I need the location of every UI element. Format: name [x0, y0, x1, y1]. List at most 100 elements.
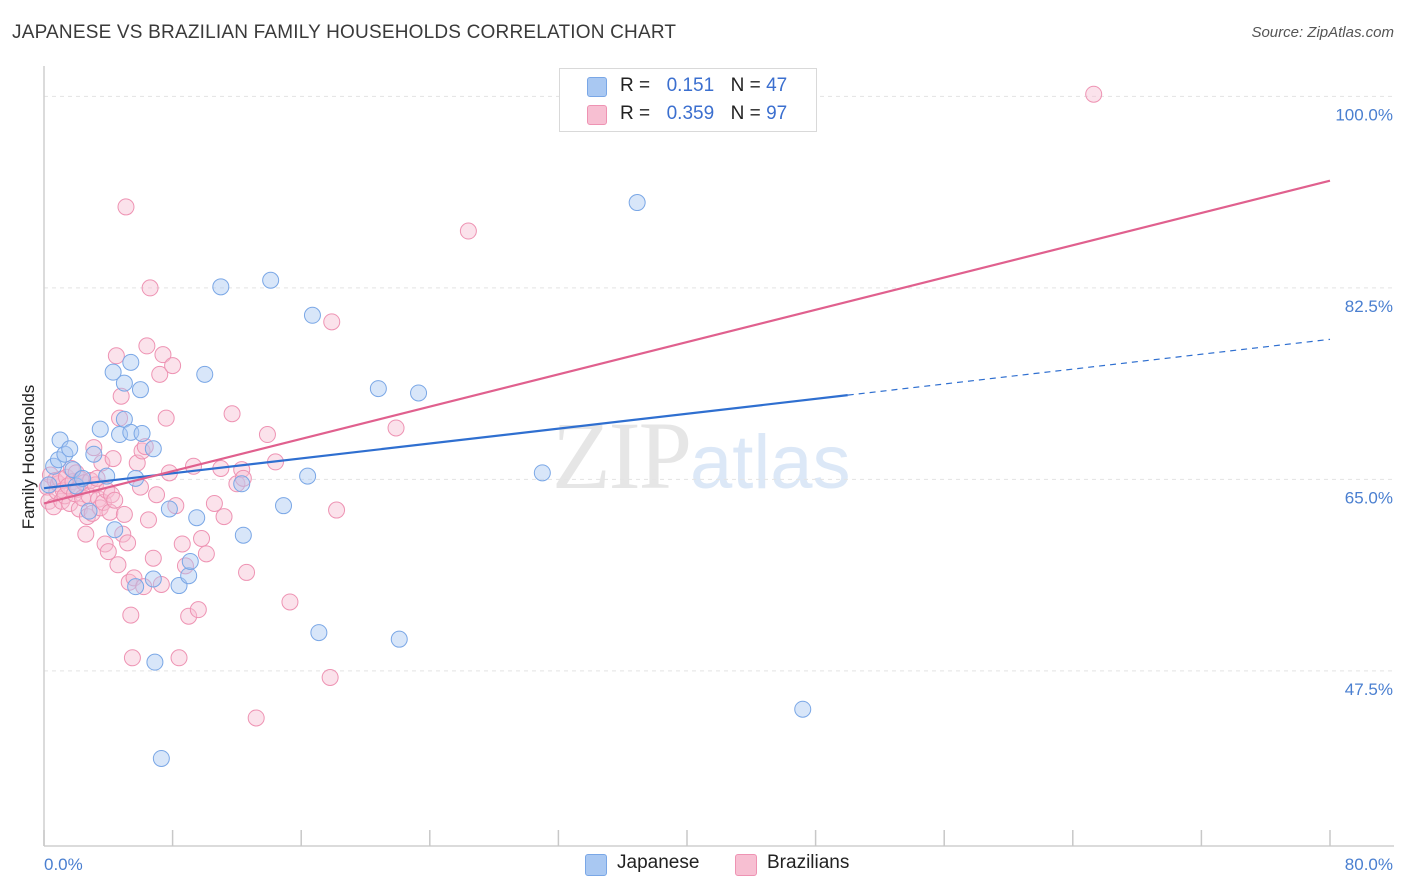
point-japanese	[115, 374, 133, 392]
y-tick-label: 65.0%	[1345, 488, 1393, 507]
point-japanese	[303, 306, 321, 324]
point-japanese	[310, 624, 328, 642]
point-brazilians	[122, 606, 140, 624]
legend-swatch-brazilians	[587, 105, 607, 125]
point-japanese	[144, 570, 162, 588]
legend-swatch-japanese	[587, 77, 607, 97]
point-japanese	[80, 502, 98, 520]
y-axis-label: Family Households	[19, 385, 38, 530]
point-japanese	[275, 497, 293, 515]
point-japanese	[390, 630, 408, 648]
point-brazilians	[91, 499, 109, 517]
point-brazilians	[85, 439, 103, 457]
y-tick-label: 100.0%	[1335, 105, 1393, 124]
axes	[43, 66, 1394, 847]
point-brazilians	[197, 545, 215, 563]
watermark-atlas: atlas	[690, 420, 851, 505]
point-brazilians	[107, 347, 125, 365]
point-japanese	[40, 476, 58, 494]
point-brazilians	[157, 409, 175, 427]
legend-n-label: N =	[730, 75, 761, 96]
point-japanese	[152, 749, 170, 767]
point-japanese	[61, 440, 79, 458]
point-japanese	[533, 464, 551, 482]
point-brazilians	[173, 535, 191, 553]
point-brazilians	[193, 530, 211, 548]
point-japanese	[131, 381, 149, 399]
point-japanese	[160, 500, 178, 518]
bottom-legend-swatch-brazilians	[735, 854, 757, 876]
legend-r-label: R =	[620, 103, 651, 124]
point-japanese	[104, 363, 122, 381]
point-brazilians	[125, 569, 143, 587]
point-brazilians	[114, 525, 132, 543]
point-brazilians	[1085, 85, 1103, 103]
point-japanese	[299, 467, 317, 485]
point-brazilians	[99, 543, 117, 561]
point-japanese	[111, 426, 129, 444]
point-japanese	[369, 380, 387, 398]
point-japanese	[146, 653, 164, 671]
legend-text-japanese: R = 0.151 N = 47	[620, 75, 787, 97]
point-brazilians	[115, 505, 133, 523]
point-brazilians	[109, 556, 127, 574]
gridlines	[44, 95, 1394, 672]
legend-r-value: 0.151	[666, 75, 715, 96]
bottom-legend-swatch-japanese	[585, 854, 607, 876]
y-tick-label: 82.5%	[1345, 297, 1393, 316]
point-brazilians	[180, 607, 198, 625]
point-brazilians	[247, 709, 265, 727]
point-brazilians	[104, 450, 122, 468]
point-japanese	[56, 445, 74, 463]
point-japanese	[196, 365, 214, 383]
point-brazilians	[106, 491, 124, 509]
point-brazilians	[138, 337, 156, 355]
legend-n-value: 97	[766, 103, 788, 124]
point-japanese	[85, 445, 103, 463]
legend-n-label: N =	[730, 103, 761, 124]
point-japanese	[180, 567, 198, 585]
point-brazilians	[459, 222, 477, 240]
watermark-zip: ZIP	[552, 402, 692, 509]
point-japanese	[188, 509, 206, 527]
point-brazilians	[215, 508, 233, 526]
trend-line-japanese	[43, 394, 848, 490]
point-japanese	[233, 475, 251, 493]
x-tick-label: 0.0%	[44, 855, 83, 874]
watermark: ZIPatlas	[552, 400, 851, 511]
point-japanese	[628, 194, 646, 212]
point-japanese	[122, 353, 140, 371]
point-brazilians	[387, 419, 405, 437]
point-brazilians	[112, 387, 130, 405]
trend-line-brazilians	[43, 179, 1331, 505]
point-brazilians	[170, 649, 188, 667]
point-brazilians	[223, 405, 241, 423]
point-brazilians	[258, 426, 276, 444]
point-brazilians	[77, 525, 95, 543]
point-brazilians	[281, 593, 299, 611]
chart-title: JAPANESE VS BRAZILIAN FAMILY HOUSEHOLDS …	[12, 22, 677, 43]
source-label: Source: ZipAtlas.com	[1251, 24, 1394, 41]
point-brazilians	[205, 494, 223, 512]
point-brazilians	[154, 346, 172, 364]
point-japanese	[234, 526, 252, 544]
data-points	[38, 85, 1103, 767]
point-brazilians	[117, 198, 135, 216]
point-brazilians	[151, 365, 169, 383]
point-japanese	[144, 440, 162, 458]
point-japanese	[410, 384, 428, 402]
trend-lines	[43, 179, 1331, 505]
bottom-legend-label-brazilians: Brazilians	[767, 852, 850, 873]
point-japanese	[212, 278, 230, 296]
point-brazilians	[238, 563, 256, 581]
point-brazilians	[144, 549, 162, 567]
point-japanese	[133, 424, 151, 442]
point-brazilians	[164, 357, 182, 375]
point-brazilians	[323, 313, 341, 331]
bottom-legend-label-japanese: Japanese	[617, 852, 700, 873]
point-brazilians	[189, 601, 207, 619]
axis-labels: 100.0% 82.5% 65.0% 47.5% 0.0% 80.0% Family Hou…	[19, 105, 1393, 874]
legend-r-label: R =	[620, 75, 651, 96]
point-brazilians	[123, 649, 141, 667]
